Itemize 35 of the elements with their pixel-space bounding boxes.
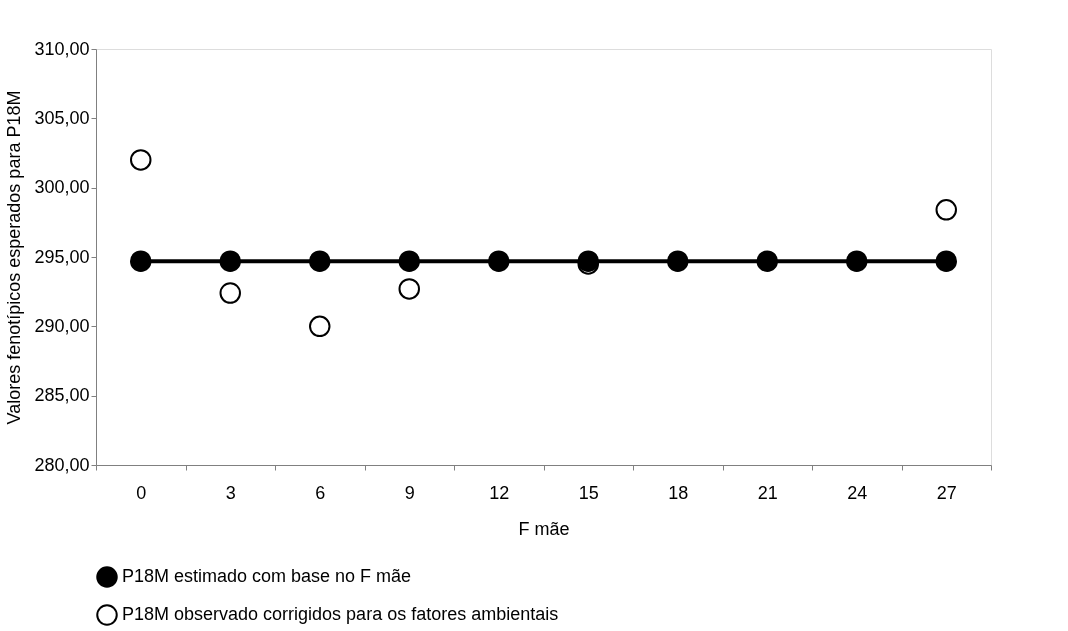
y-tick-label: 295,00	[34, 246, 90, 267]
point	[130, 149, 152, 171]
point	[756, 250, 778, 272]
x-tick-label: 12	[489, 482, 510, 503]
legend-label: P18M observado corrigidos para os fatores ambientais	[122, 604, 559, 624]
point	[398, 250, 420, 272]
y-tick-label: 285,00	[34, 385, 90, 406]
point	[935, 250, 957, 272]
y-axis-title: Valores fenotípicos esperados para P18M	[4, 90, 25, 425]
point	[846, 250, 868, 272]
y-tick-label: 310,00	[34, 38, 90, 59]
point	[935, 199, 957, 221]
point	[667, 250, 689, 272]
x-tick-label: 9	[404, 482, 415, 503]
x-tick-label: 27	[936, 482, 957, 503]
y-tick-label: 305,00	[34, 107, 90, 128]
point	[488, 250, 510, 272]
x-tick-label: 3	[225, 482, 236, 503]
x-tick-label: 6	[315, 482, 326, 503]
x-tick-label: 18	[668, 482, 689, 503]
y-tick-label: 290,00	[34, 315, 90, 336]
x-tick-label: 0	[136, 482, 147, 503]
x-axis-title: F mãe	[518, 518, 570, 539]
point	[309, 250, 331, 272]
x-tick-label: 15	[578, 482, 599, 503]
y-tick-label: 300,00	[34, 177, 90, 198]
x-tick-label: 24	[847, 482, 868, 503]
x-tick-label: 21	[757, 482, 778, 503]
point	[398, 278, 420, 300]
point	[219, 250, 241, 272]
point	[130, 250, 152, 272]
legend-label: P18M estimado com base no F mãe	[122, 566, 412, 586]
point	[309, 315, 331, 338]
y-tick-label: 280,00	[34, 454, 90, 475]
point	[219, 282, 241, 304]
